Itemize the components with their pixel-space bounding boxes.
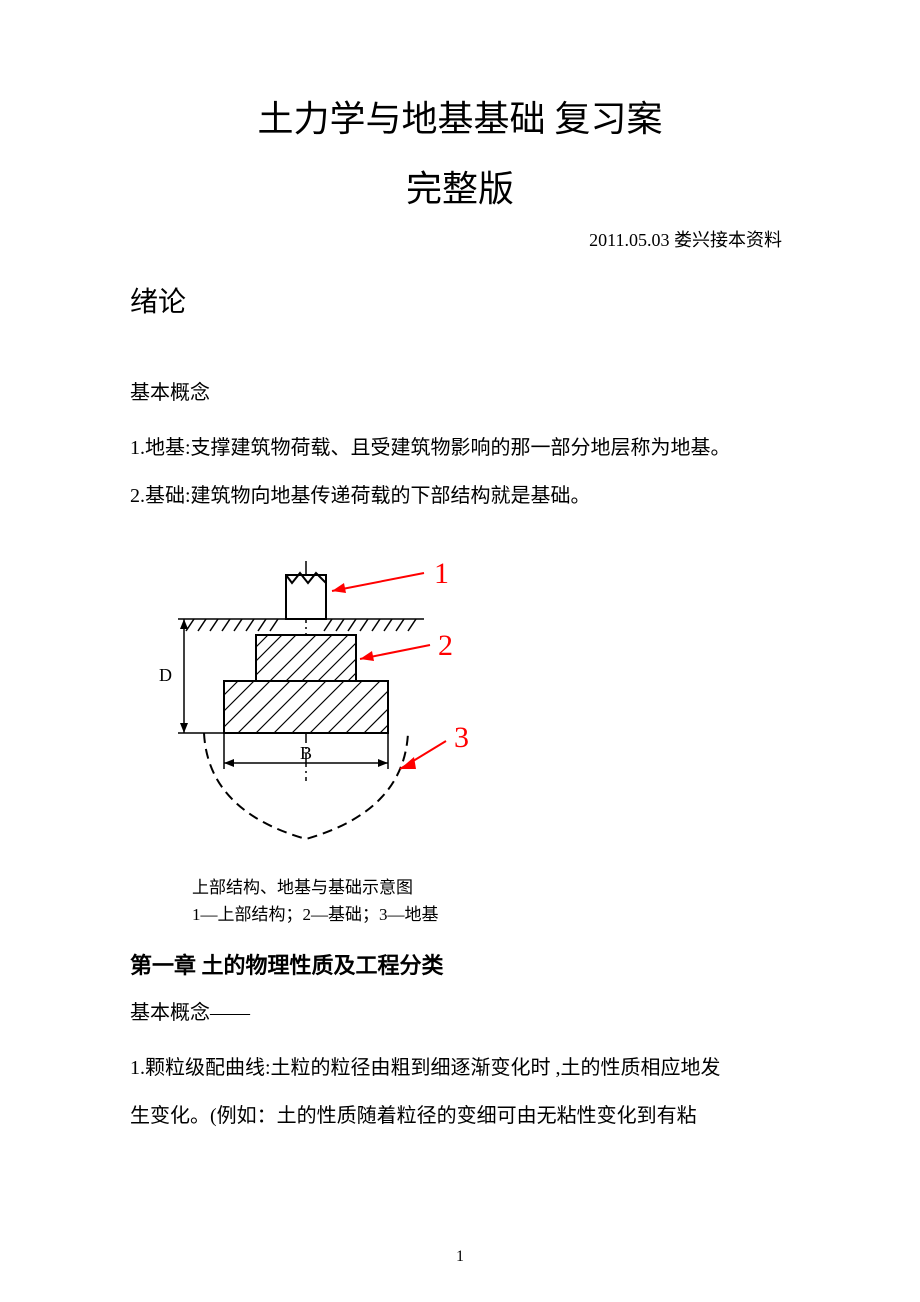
chapter1-para-line1: 1.颗粒级配曲线:土粒的粒径由粗到细逐渐变化时 ,土的性质相应地发 [130,1047,790,1089]
chapter1-concepts-label: 基本概念—— [130,996,790,1025]
document-main-title: 土力学与地基基础 复习案 [130,90,790,142]
foundation-diagram: D B 1 2 3 [138,551,790,856]
intro-item-2: 2.基础:建筑物向地基传递荷载的下部结构就是基础。 [130,475,790,517]
document-meta: 2011.05.03 娄兴接本资料 [130,226,790,252]
intro-concepts-label: 基本概念 [130,376,790,405]
intro-item-1: 1.地基:支撑建筑物荷载、且受建筑物影响的那一部分地层称为地基。 [130,427,790,469]
document-sub-title: 完整版 [130,160,790,212]
diagram-caption-line2: 1—上部结构；2—基础；3—地基 [192,905,439,924]
svg-text:D: D [159,665,172,685]
chapter1-heading: 第一章 土的物理性质及工程分类 [130,948,790,980]
svg-text:3: 3 [454,721,469,754]
diagram-caption-line1: 上部结构、地基与基础示意图 [192,878,413,897]
chapter1-para-line2: 生变化。(例如：土的性质随着粒径的变细可由无粘性变化到有粘 [130,1095,790,1137]
intro-heading: 绪论 [130,280,790,320]
page-number: 1 [0,1248,920,1266]
diagram-caption: 上部结构、地基与基础示意图 1—上部结构；2—基础；3—地基 [192,874,790,928]
svg-text:B: B [300,743,312,763]
svg-text:1: 1 [434,557,449,590]
svg-text:2: 2 [438,629,453,662]
